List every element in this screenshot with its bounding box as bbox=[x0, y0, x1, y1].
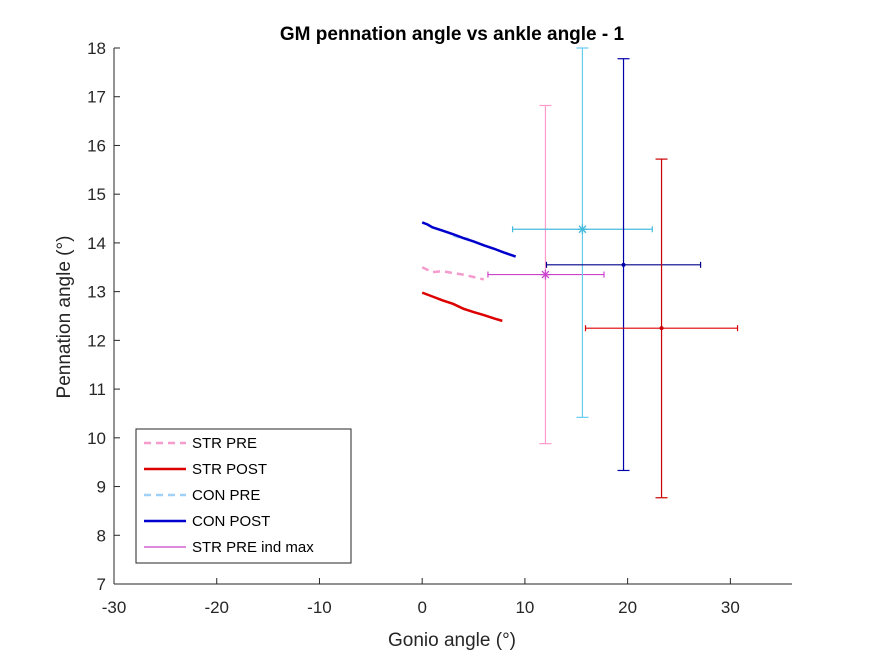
plot-area bbox=[421, 47, 739, 499]
y-tick-label: 8 bbox=[97, 526, 106, 545]
legend-label-3: CON PRE bbox=[192, 487, 260, 504]
y-tick-label: 18 bbox=[87, 39, 106, 58]
data-point-dot-3 bbox=[621, 262, 626, 267]
x-tick-label: 30 bbox=[721, 598, 740, 617]
y-tick-label: 14 bbox=[87, 234, 106, 253]
legend-label-5: STR PRE ind max bbox=[192, 539, 314, 556]
data-point-star-2 bbox=[577, 224, 588, 235]
x-tick-label: -10 bbox=[307, 598, 332, 617]
x-tick-label: 20 bbox=[618, 598, 637, 617]
y-tick-label: 13 bbox=[87, 283, 106, 302]
x-tick-label: -30 bbox=[102, 598, 127, 617]
y-tick-label: 12 bbox=[87, 331, 106, 350]
x-tick-label: 10 bbox=[515, 598, 534, 617]
legend-label-2: STR POST bbox=[192, 461, 267, 478]
y-tick-label: 17 bbox=[87, 88, 106, 107]
x-tick-label: -20 bbox=[204, 598, 229, 617]
x-axis-title: Gonio angle (°) bbox=[388, 630, 516, 651]
chart-title: GM pennation angle vs ankle angle - 1 bbox=[280, 24, 625, 45]
y-axis-title: Pennation angle (°) bbox=[54, 236, 75, 399]
y-tick-label: 16 bbox=[87, 136, 106, 155]
series-line-2 bbox=[421, 291, 503, 323]
legend-label-1: STR PRE bbox=[192, 435, 257, 452]
y-tick-label: 7 bbox=[97, 575, 106, 594]
data-point-star-1 bbox=[540, 269, 551, 280]
data-point-dot-4 bbox=[659, 326, 664, 331]
y-tick-label: 11 bbox=[88, 380, 106, 399]
series-line-1 bbox=[421, 266, 485, 281]
star-stroke bbox=[541, 270, 550, 279]
y-tick-label: 10 bbox=[87, 429, 106, 448]
x-tick-label: 0 bbox=[417, 598, 426, 617]
star-stroke bbox=[578, 225, 587, 234]
axes: -30 -20 -10 0 10 20 30 7 8 9 10 11 12 13 14 15 16 17 18 bbox=[87, 39, 792, 617]
series-line-4 bbox=[421, 221, 517, 258]
y-tick-label: 9 bbox=[97, 478, 106, 497]
y-tick-label: 15 bbox=[87, 185, 106, 204]
legend: STR PRE STR POST CON PRE CON POST STR PRE in… bbox=[135, 428, 352, 564]
legend-label-4: CON POST bbox=[192, 513, 270, 530]
